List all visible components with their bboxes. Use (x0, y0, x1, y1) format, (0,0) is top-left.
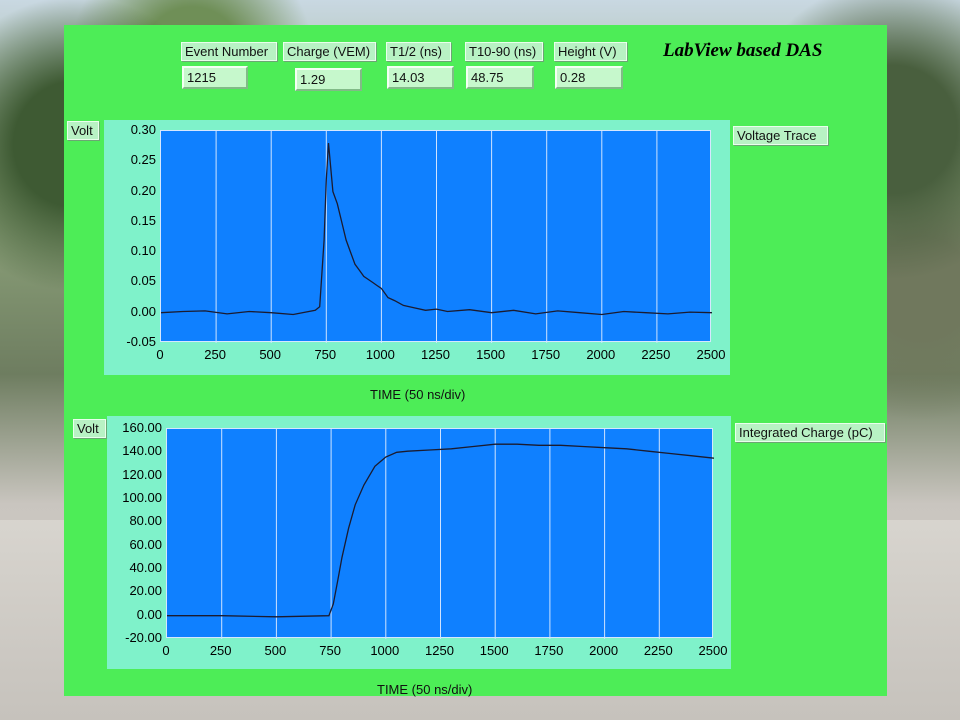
voltage-graph-frame: 0.30 0.25 0.20 0.15 0.10 0.05 0.00 -0.05 0 250 50… (104, 120, 730, 375)
charge-x-tick-label: 1750 (534, 643, 564, 658)
event-number-label: Event Number (181, 42, 277, 61)
voltage-y-tick-label: 0.20 (130, 182, 156, 198)
voltage-y-tick-label: 0.15 (130, 212, 156, 228)
charge-x-label: TIME (50 ns/div) (377, 682, 473, 697)
t-half-value: 14.03 (387, 66, 454, 89)
charge-vem-label: Charge (VEM) (283, 42, 376, 61)
voltage-x-tick-label: 2250 (641, 347, 671, 362)
charge-plot-area (166, 428, 714, 639)
charge-y-tick-label: 20.00 (129, 583, 162, 599)
integrated-charge-title: Integrated Charge (pC) (735, 423, 885, 442)
t10-90-value: 48.75 (466, 66, 534, 89)
height-value: 0.28 (555, 66, 623, 89)
front-panel: Event Number 1215 Charge (VEM) 1.29 T1/2… (64, 25, 887, 697)
voltage-y-tick-label: 0.00 (130, 303, 156, 319)
voltage-x-tick-label: 0 (156, 347, 164, 362)
voltage-x-tick-label: 1250 (421, 347, 450, 362)
voltage-x-tick-label: 1500 (476, 347, 506, 362)
das-title: LabView based DAS (663, 40, 823, 61)
t-half-label: T1/2 (ns) (386, 42, 451, 61)
charge-y-tick-label: -20.00 (125, 630, 162, 645)
event-number-value: 1215 (182, 66, 248, 89)
voltage-y-label: Volt (67, 121, 99, 140)
charge-y-tick-label: 80.00 (129, 513, 162, 529)
charge-x-tick-label: 0 (162, 643, 170, 658)
charge-y-tick-label: 120.00 (122, 466, 162, 482)
charge-y-tick-label: 0.00 (136, 606, 162, 622)
charge-x-tick-label: 1500 (479, 643, 509, 658)
charge-y-tick-label: 100.00 (122, 490, 162, 505)
voltage-x-tick-label: 750 (314, 347, 337, 362)
voltage-x-label: TIME (50 ns/div) (370, 387, 466, 402)
height-label: Height (V) (554, 42, 627, 61)
integrated-charge-chart (167, 429, 714, 639)
voltage-y-tick-label: 0.05 (130, 273, 156, 289)
charge-series-line (167, 443, 714, 618)
voltage-y-tick-label: 0.30 (130, 122, 156, 137)
charge-y-tick-label: 160.00 (122, 420, 162, 435)
voltage-x-tick-label: 2500 (696, 347, 726, 362)
charge-x-tick-label: 750 (319, 643, 341, 658)
voltage-x-tick-label: 500 (259, 347, 282, 362)
voltage-trace-chart (161, 131, 712, 343)
charge-vem-value: 1.29 (295, 68, 362, 91)
charge-graph-frame: 160.00 140.00 120.00 100.00 80.00 60.00 40.00 2… (107, 416, 731, 669)
voltage-x-tick-label: 1000 (365, 347, 395, 362)
voltage-plot-area (160, 130, 712, 343)
voltage-x-tick-label: 250 (204, 347, 226, 362)
voltage-x-tick-label: 2000 (586, 347, 616, 362)
charge-x-tick-label: 500 (264, 643, 287, 658)
charge-x-tick-label: 1250 (425, 643, 454, 658)
charge-x-tick-label: 1000 (370, 643, 400, 658)
t10-90-label: T10-90 (ns) (465, 42, 543, 61)
charge-y-label: Volt (73, 419, 106, 438)
charge-y-tick-label: 60.00 (129, 536, 162, 552)
charge-x-tick-label: 250 (209, 643, 232, 658)
voltage-series-line (161, 143, 712, 316)
voltage-trace-title: Voltage Trace (733, 126, 828, 145)
charge-x-tick-label: 2000 (589, 643, 619, 658)
voltage-y-tick-label: -0.05 (126, 334, 156, 349)
voltage-y-tick-label: 0.10 (130, 243, 156, 259)
charge-x-tick-label: 2500 (698, 643, 728, 658)
voltage-y-tick-label: 0.25 (130, 152, 156, 168)
charge-x-tick-label: 2250 (643, 643, 673, 658)
charge-y-tick-label: 40.00 (129, 560, 162, 575)
voltage-x-tick-label: 1750 (531, 347, 561, 362)
charge-y-tick-label: 140.00 (122, 443, 162, 459)
